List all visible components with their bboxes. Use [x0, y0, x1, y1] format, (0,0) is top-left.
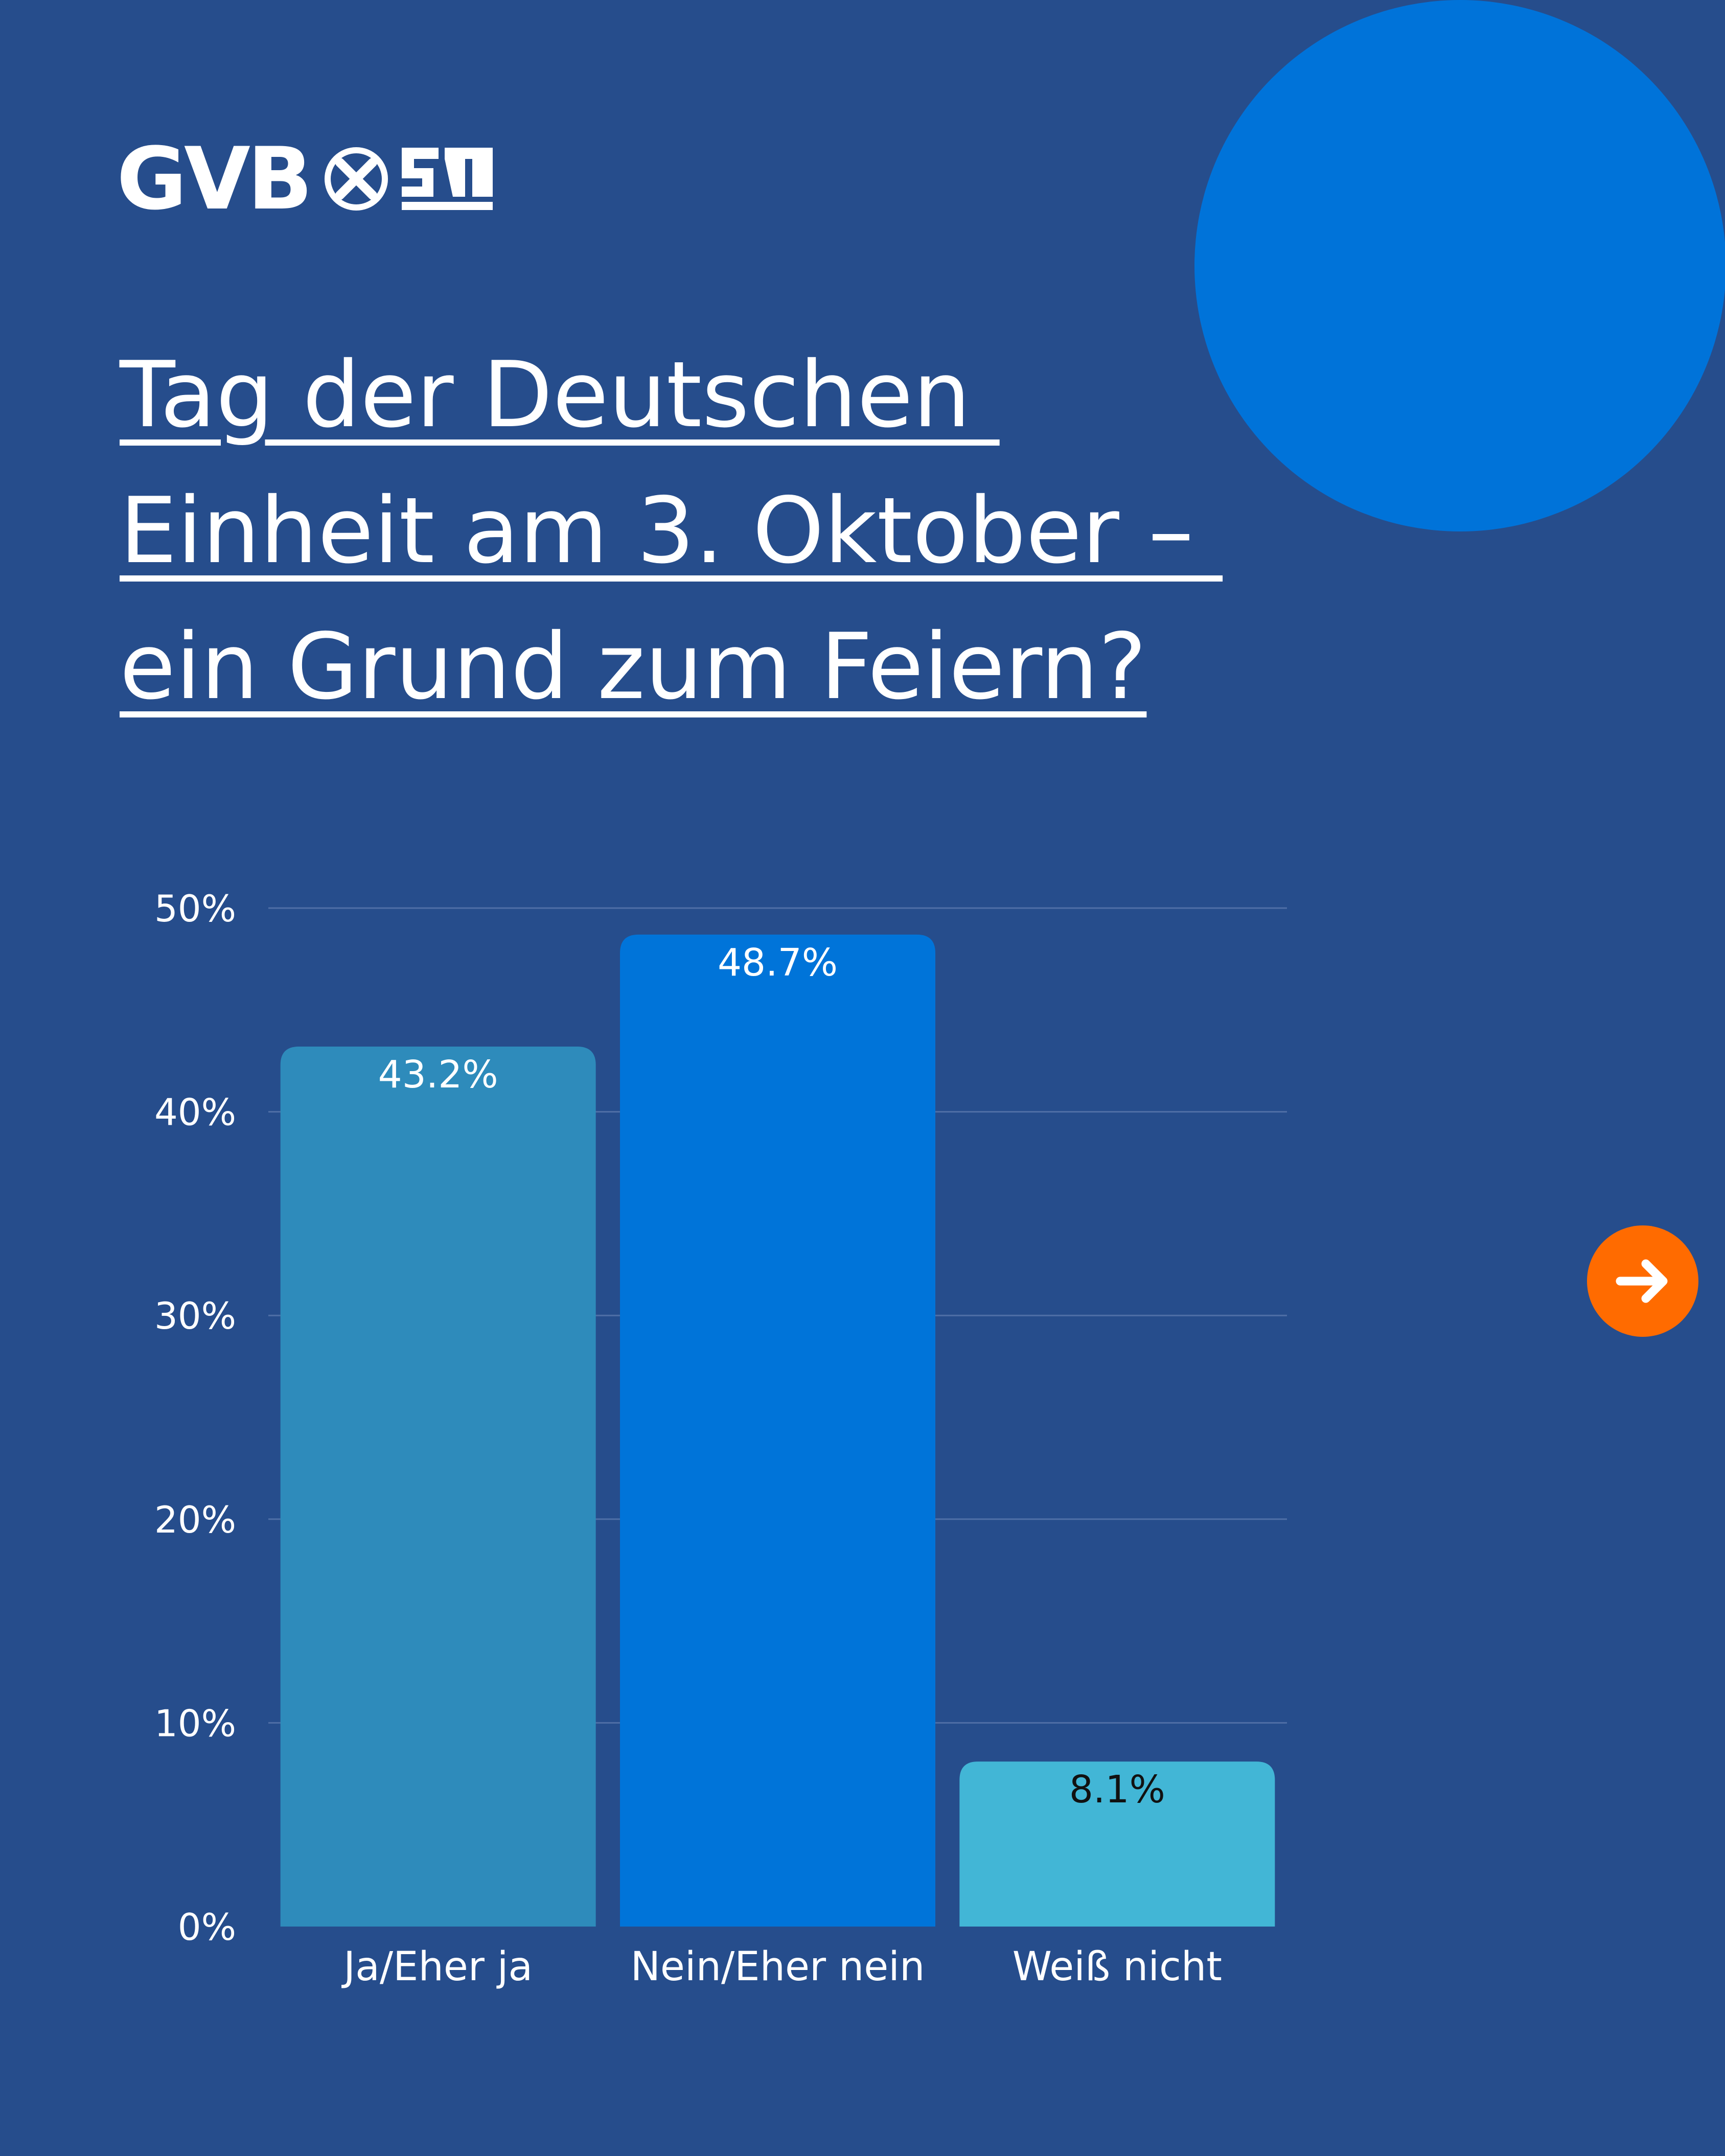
raiffeisen-cross-icon [324, 147, 388, 211]
bar [620, 934, 935, 1927]
y-tick-label: 10% [154, 1702, 236, 1745]
bar-value-label: 48.7% [718, 941, 838, 985]
bar-value-label: 8.1% [1069, 1768, 1165, 1812]
brand-logo: GVB [117, 129, 493, 229]
x-category-label: Ja/Eher ja [341, 1944, 533, 1990]
y-tick-label: 0% [178, 1906, 236, 1949]
arrow-right-icon [1616, 1259, 1668, 1303]
decorative-circle [1194, 0, 1725, 531]
y-tick-label: 40% [154, 1091, 236, 1134]
bar [959, 1761, 1275, 1927]
y-tick-label: 50% [154, 887, 236, 930]
title-line-2: Einheit am 3. Oktober – [120, 478, 1223, 584]
bar-chart: 0% 10% 20% 30% 40% 50% 43.2% Ja/Eher ja 48.7% Nei… [154, 887, 1287, 1990]
volksbank-logo-icon [401, 148, 493, 210]
page-title: Tag der Deutschen Einheit am 3. Oktober … [120, 327, 1295, 735]
x-category-label: Nein/Eher nein [631, 1944, 925, 1990]
next-button[interactable] [1587, 1225, 1698, 1337]
title-line-1: Tag der Deutschen [120, 342, 1000, 448]
bar [280, 1047, 596, 1927]
logo-text: GVB [117, 129, 313, 229]
x-category-label: Weiß nicht [1013, 1944, 1222, 1990]
bar-value-label: 43.2% [378, 1053, 498, 1097]
y-tick-label: 20% [154, 1498, 236, 1541]
y-tick-label: 30% [154, 1294, 236, 1337]
title-line-3: ein Grund zum Feiern? [120, 614, 1147, 720]
